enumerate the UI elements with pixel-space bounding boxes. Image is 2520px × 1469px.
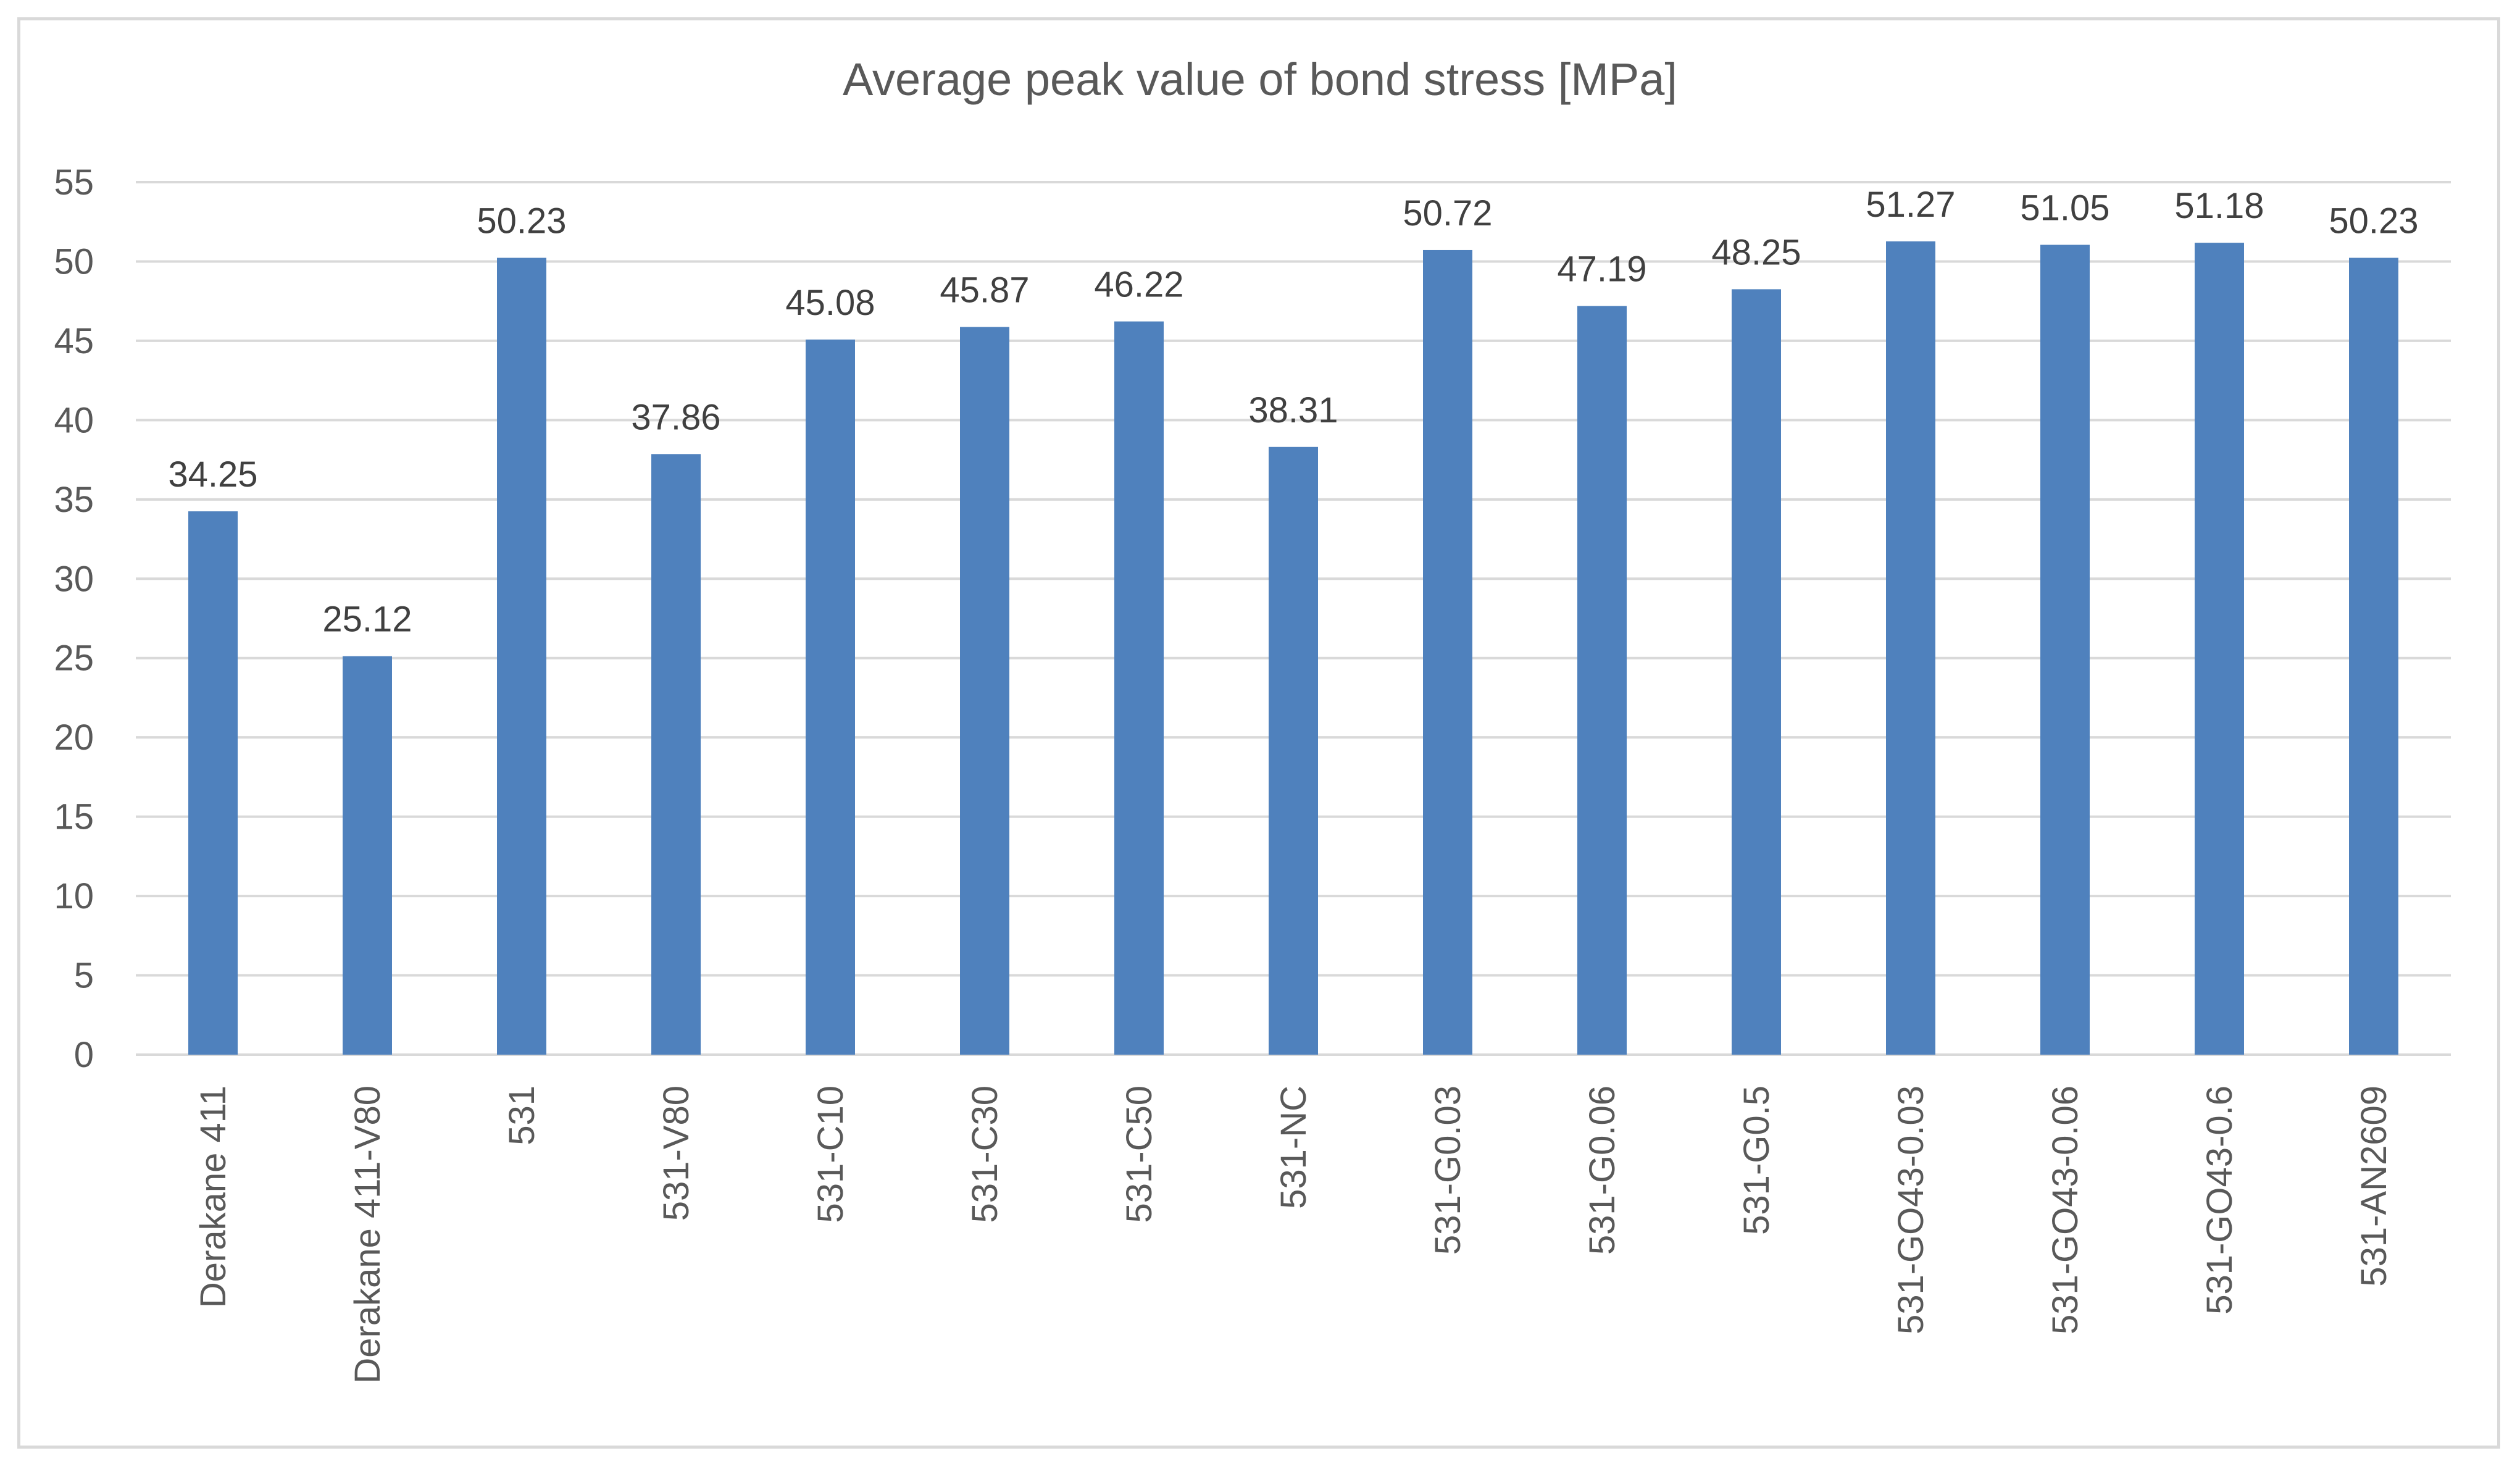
data-label: 51.27 (1866, 185, 1955, 225)
data-labels: 34.25 25.12 50.23 37.86 45.08 45.87 46.22 38.31… (168, 185, 2418, 640)
data-label: 37.86 (631, 397, 720, 437)
bar (1577, 306, 1627, 1055)
x-tick-label: 531-G0.5 (1737, 1086, 1777, 1235)
bar (1886, 241, 1935, 1055)
bar (2195, 243, 2244, 1055)
bar (188, 511, 238, 1055)
y-tick-label: 5 (74, 956, 94, 996)
chart-title: Average peak value of bond stress [MPa] (843, 54, 1677, 105)
x-tick-label: 531-V80 (656, 1086, 696, 1221)
x-tick-label: Derakane 411 (193, 1086, 233, 1308)
data-label: 51.05 (2020, 188, 2109, 228)
data-label: 51.18 (2174, 186, 2264, 226)
x-tick-label: 531-NC (1274, 1086, 1314, 1209)
data-label: 50.23 (2329, 201, 2418, 241)
y-axis-tick-labels: 0 5 10 15 20 25 30 35 40 45 50 55 (54, 162, 94, 1075)
x-tick-label: 531-C10 (811, 1086, 851, 1223)
x-tick-label: Derakane 411-V80 (348, 1086, 388, 1384)
x-tick-label: 531-G0.03 (1428, 1086, 1468, 1255)
bar (343, 656, 392, 1055)
data-label: 34.25 (168, 454, 257, 495)
x-tick-label: 531-C30 (965, 1086, 1005, 1223)
bar (497, 257, 546, 1055)
bar (1269, 446, 1318, 1055)
y-tick-label: 0 (74, 1035, 94, 1075)
bar (806, 339, 855, 1055)
bar (1732, 289, 1781, 1055)
x-tick-label: 531-AN2609 (2354, 1086, 2394, 1287)
data-label: 25.12 (322, 600, 412, 640)
data-label: 47.19 (1557, 249, 1646, 290)
y-tick-label: 50 (54, 241, 94, 282)
y-tick-label: 10 (54, 876, 94, 916)
y-tick-label: 15 (54, 797, 94, 837)
bar (1423, 249, 1472, 1055)
y-tick-label: 55 (54, 162, 94, 203)
x-tick-label: 531-G0.06 (1582, 1086, 1622, 1255)
data-label: 50.72 (1403, 193, 1492, 233)
bar (2040, 245, 2090, 1055)
x-tick-label: 531-GO43-0.06 (2045, 1086, 2085, 1334)
bar (1114, 321, 1164, 1055)
x-axis-tick-labels: Derakane 411 Derakane 411-V80 531 531-V80 53… (193, 1086, 2394, 1384)
x-tick-label: 531-C50 (1119, 1086, 1159, 1223)
y-tick-label: 20 (54, 718, 94, 758)
x-tick-label: 531-GO43-0.6 (2200, 1086, 2240, 1315)
bar (2349, 257, 2398, 1055)
data-label: 45.08 (785, 283, 875, 323)
data-label: 48.25 (1711, 232, 1801, 272)
y-tick-label: 35 (54, 480, 94, 520)
y-tick-label: 40 (54, 400, 94, 440)
y-tick-label: 45 (54, 321, 94, 361)
data-label: 46.22 (1094, 265, 1183, 305)
x-tick-label: 531 (502, 1086, 542, 1145)
y-tick-label: 25 (54, 638, 94, 679)
data-label: 50.23 (477, 201, 566, 241)
bars (188, 241, 2398, 1055)
data-label: 38.31 (1248, 390, 1338, 430)
bar (651, 454, 701, 1055)
bar (960, 327, 1009, 1055)
x-tick-label: 531-GO43-0.03 (1891, 1086, 1931, 1334)
data-label: 45.87 (940, 270, 1029, 311)
y-tick-label: 30 (54, 559, 94, 599)
